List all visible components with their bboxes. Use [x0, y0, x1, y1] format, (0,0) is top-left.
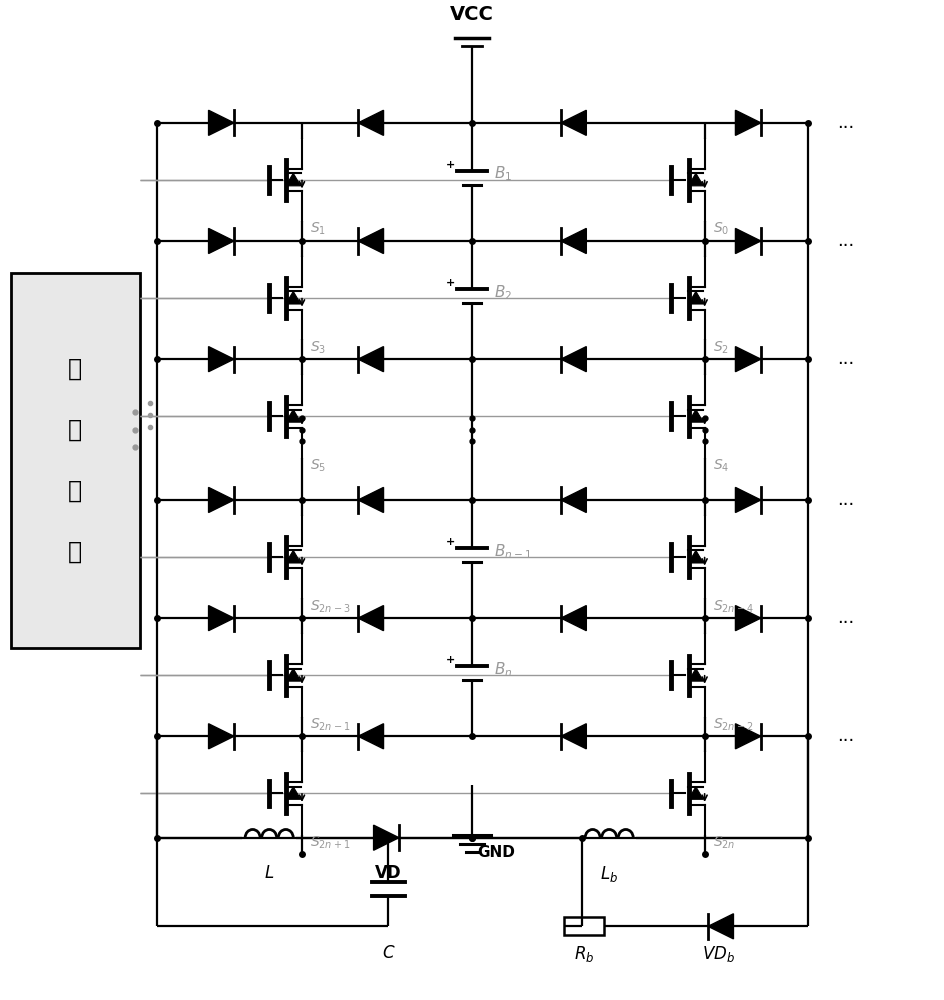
Polygon shape [209, 347, 234, 372]
Polygon shape [688, 173, 703, 186]
Text: $S_{2n-3}$: $S_{2n-3}$ [310, 598, 350, 615]
Polygon shape [374, 825, 399, 850]
Text: ...: ... [837, 491, 854, 509]
Text: $S_{2n}$: $S_{2n}$ [713, 834, 735, 851]
Text: $S_0$: $S_0$ [713, 221, 729, 237]
Text: +: + [446, 160, 455, 170]
Text: GND: GND [477, 845, 514, 860]
Text: $S_3$: $S_3$ [310, 339, 326, 356]
Polygon shape [561, 724, 586, 749]
Text: $B_1$: $B_1$ [494, 165, 512, 183]
Polygon shape [688, 291, 703, 304]
Polygon shape [358, 606, 383, 631]
Polygon shape [286, 410, 301, 422]
Text: 控: 控 [68, 357, 82, 381]
Text: $S_{2n-1}$: $S_{2n-1}$ [310, 716, 350, 733]
Polygon shape [561, 228, 586, 254]
Polygon shape [209, 606, 234, 631]
Polygon shape [735, 110, 761, 135]
Text: $S_{2n-4}$: $S_{2n-4}$ [713, 598, 753, 615]
Polygon shape [561, 606, 586, 631]
Text: +: + [446, 278, 455, 288]
Text: $R_b$: $R_b$ [574, 944, 595, 964]
Polygon shape [286, 550, 301, 563]
Text: $B_n$: $B_n$ [494, 660, 513, 679]
Text: 电: 电 [68, 479, 82, 503]
Text: $B_{n-1}$: $B_{n-1}$ [494, 542, 531, 561]
Text: $S_2$: $S_2$ [713, 339, 729, 356]
Polygon shape [688, 787, 703, 799]
Polygon shape [358, 487, 383, 513]
Polygon shape [561, 110, 586, 135]
Text: $S_1$: $S_1$ [310, 221, 326, 237]
Text: ...: ... [837, 350, 854, 368]
Text: $S_4$: $S_4$ [713, 457, 729, 474]
Text: $S_{2n+1}$: $S_{2n+1}$ [310, 834, 350, 851]
Text: ...: ... [837, 727, 854, 745]
FancyBboxPatch shape [10, 273, 140, 648]
Text: $VD_b$: $VD_b$ [702, 944, 735, 964]
Text: +: + [446, 655, 455, 665]
Text: $L$: $L$ [264, 864, 275, 882]
Text: $C$: $C$ [381, 944, 396, 962]
Polygon shape [358, 724, 383, 749]
Polygon shape [286, 669, 301, 681]
Polygon shape [688, 669, 703, 681]
Polygon shape [688, 550, 703, 563]
Polygon shape [561, 487, 586, 513]
Text: $B_2$: $B_2$ [494, 283, 512, 302]
Text: 路: 路 [68, 540, 82, 564]
Polygon shape [358, 110, 383, 135]
Polygon shape [358, 228, 383, 254]
Polygon shape [688, 410, 703, 422]
Text: +: + [446, 537, 455, 547]
Polygon shape [286, 787, 301, 799]
Text: VD: VD [375, 864, 402, 882]
Polygon shape [358, 347, 383, 372]
Polygon shape [209, 724, 234, 749]
Text: ...: ... [837, 114, 854, 132]
Polygon shape [735, 606, 761, 631]
Text: $S_5$: $S_5$ [310, 457, 327, 474]
Polygon shape [286, 291, 301, 304]
Polygon shape [561, 347, 586, 372]
Polygon shape [209, 228, 234, 254]
Text: VCC: VCC [450, 5, 494, 24]
Polygon shape [735, 228, 761, 254]
Polygon shape [209, 110, 234, 135]
Text: ...: ... [837, 609, 854, 627]
Bar [565, 917, 604, 935]
Text: $L_b$: $L_b$ [600, 864, 618, 884]
Polygon shape [735, 724, 761, 749]
Text: $S_{2n-2}$: $S_{2n-2}$ [713, 716, 753, 733]
Polygon shape [735, 347, 761, 372]
Polygon shape [209, 487, 234, 513]
Polygon shape [735, 487, 761, 513]
Text: 制: 制 [68, 418, 82, 442]
Text: ...: ... [837, 232, 854, 250]
Polygon shape [708, 914, 733, 939]
Polygon shape [286, 173, 301, 186]
